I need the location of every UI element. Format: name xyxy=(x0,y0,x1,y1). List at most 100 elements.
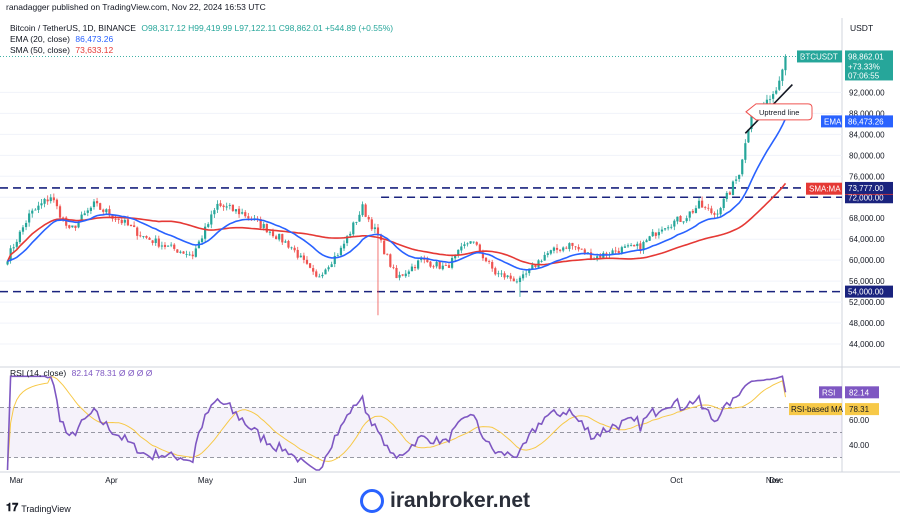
candle-body xyxy=(352,222,355,235)
candle-body xyxy=(89,207,92,211)
candle-body xyxy=(704,206,707,208)
candle-body xyxy=(562,247,565,251)
price-tick-label: 48,000.00 xyxy=(849,319,885,328)
tradingview-brand[interactable]: 𝟏𝟕 TradingView xyxy=(6,502,71,515)
candle-body xyxy=(444,265,447,266)
candle-body xyxy=(701,200,704,208)
tag-54000-bg xyxy=(845,285,893,298)
candle-body xyxy=(83,213,86,216)
candle-body xyxy=(568,243,571,250)
tradingview-logo-icon: 𝟏𝟕 xyxy=(6,502,19,514)
candle-body xyxy=(410,266,414,272)
candle-body xyxy=(645,240,648,243)
candle-body xyxy=(580,248,583,250)
sma-legend[interactable]: SMA (50, close) 73,633.12 xyxy=(10,45,113,56)
candle-body xyxy=(475,242,478,245)
candle-body xyxy=(148,237,151,240)
candle-body xyxy=(182,251,185,254)
candle-body xyxy=(123,219,126,223)
candle-body xyxy=(583,249,586,254)
ema-value: 86,473.26 xyxy=(75,34,114,44)
tag-72000-value: 72,000.00 xyxy=(848,193,884,202)
candle-body xyxy=(102,209,105,212)
candle-body xyxy=(620,247,623,253)
candle-body xyxy=(784,56,787,71)
candle-body xyxy=(68,225,71,228)
candle-body xyxy=(386,253,389,255)
candle-body xyxy=(392,267,395,269)
candle-body xyxy=(228,205,231,206)
candle-body xyxy=(34,209,37,211)
candle-body xyxy=(654,232,657,236)
candle-body xyxy=(673,220,676,227)
candle-body xyxy=(719,208,722,215)
candle-body xyxy=(596,256,599,259)
candle-body xyxy=(469,241,472,244)
candle-body xyxy=(176,249,179,253)
candle-body xyxy=(506,275,509,277)
candle-body xyxy=(611,250,614,255)
candle-body xyxy=(370,219,373,230)
candle-body xyxy=(713,213,716,215)
candle-body xyxy=(191,254,194,257)
candle-body xyxy=(565,247,568,249)
candle-body xyxy=(395,267,398,279)
candle-body xyxy=(327,267,330,270)
candle-body xyxy=(315,271,318,277)
candle-body xyxy=(142,236,145,237)
candle-body xyxy=(163,244,167,247)
candle-body xyxy=(537,260,540,268)
tag-last-change: +73.33% xyxy=(848,62,880,71)
ema-legend[interactable]: EMA (20, close) 86,473.26 xyxy=(10,34,113,45)
tag-ema-value: 86,473.26 xyxy=(848,117,884,126)
candle-body xyxy=(296,249,299,258)
candle-body xyxy=(234,209,238,212)
candle-body xyxy=(599,255,602,258)
rsi-legend[interactable]: RSI (14, close) 82.14 78.31 Ø Ø Ø Ø xyxy=(10,368,152,379)
symbol-legend: Bitcoin / TetherUS, 1D, BINANCE O98,317.… xyxy=(10,23,393,34)
candle-body xyxy=(231,204,234,211)
candle-body xyxy=(342,243,346,249)
candle-body xyxy=(546,253,549,256)
candle-body xyxy=(484,257,488,262)
candle-body xyxy=(512,278,515,282)
candle-body xyxy=(120,219,123,224)
uptrend-callout-box xyxy=(745,103,813,121)
candle-body xyxy=(741,159,744,175)
candle-body xyxy=(503,273,506,278)
candle-body xyxy=(65,217,68,226)
price-tick-label: 92,000.00 xyxy=(849,88,885,97)
candle-body xyxy=(676,216,679,222)
price-tick-label: 64,000.00 xyxy=(849,235,885,244)
candle-body xyxy=(6,261,9,265)
candle-body xyxy=(670,226,673,228)
rsima-tag-label-bg xyxy=(789,403,842,416)
time-tick-label: Oct xyxy=(670,476,683,485)
candle-body xyxy=(454,254,457,259)
candle-body xyxy=(734,179,738,181)
candle-body xyxy=(287,240,290,248)
tag-ema-bg xyxy=(845,115,893,128)
candle-body xyxy=(540,260,543,262)
candle-body xyxy=(614,250,617,252)
rsi-tick-label: 40.00 xyxy=(849,441,870,450)
candle-body xyxy=(660,229,664,232)
candle-body xyxy=(367,217,370,220)
candle-body xyxy=(194,248,197,257)
candle-body xyxy=(145,236,148,238)
time-tick-label: Mar xyxy=(10,476,24,485)
candle-body xyxy=(185,254,188,255)
candle-body xyxy=(559,249,562,251)
candle-body xyxy=(173,244,176,249)
candle-body xyxy=(216,203,219,210)
candle-body xyxy=(86,210,89,213)
candle-body xyxy=(626,245,630,247)
rsi-ma-line xyxy=(7,375,786,471)
candle-body xyxy=(413,267,417,269)
candle-body xyxy=(697,200,701,209)
candle-body xyxy=(237,208,241,215)
candle-body xyxy=(265,223,268,233)
candle-body xyxy=(404,273,407,277)
candle-body xyxy=(376,227,380,236)
